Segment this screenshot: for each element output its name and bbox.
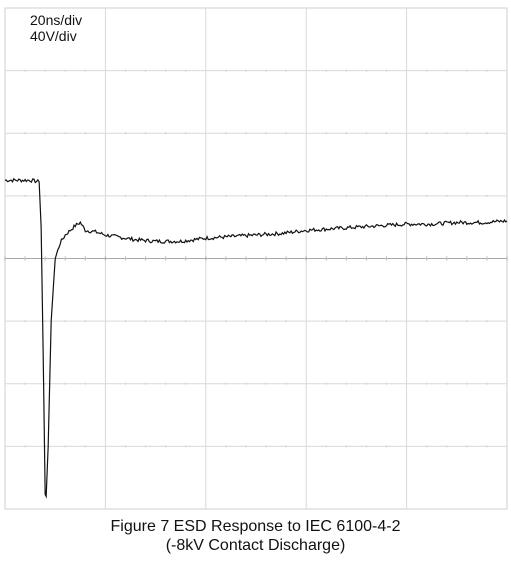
grid-minor-ticks xyxy=(4,69,508,448)
volt-scale-readout: 40V/div xyxy=(30,28,77,44)
waveform-trace xyxy=(4,177,508,499)
figure-caption-title: Figure 7 ESD Response to IEC 6100-4-2 xyxy=(110,518,401,535)
figure-caption-subtitle: (-8kV Contact Discharge) xyxy=(165,537,346,554)
oscilloscope-plot xyxy=(4,7,508,510)
timebase-readout: 20ns/div xyxy=(30,12,83,28)
grid xyxy=(5,8,507,509)
waveform-line xyxy=(4,177,508,499)
